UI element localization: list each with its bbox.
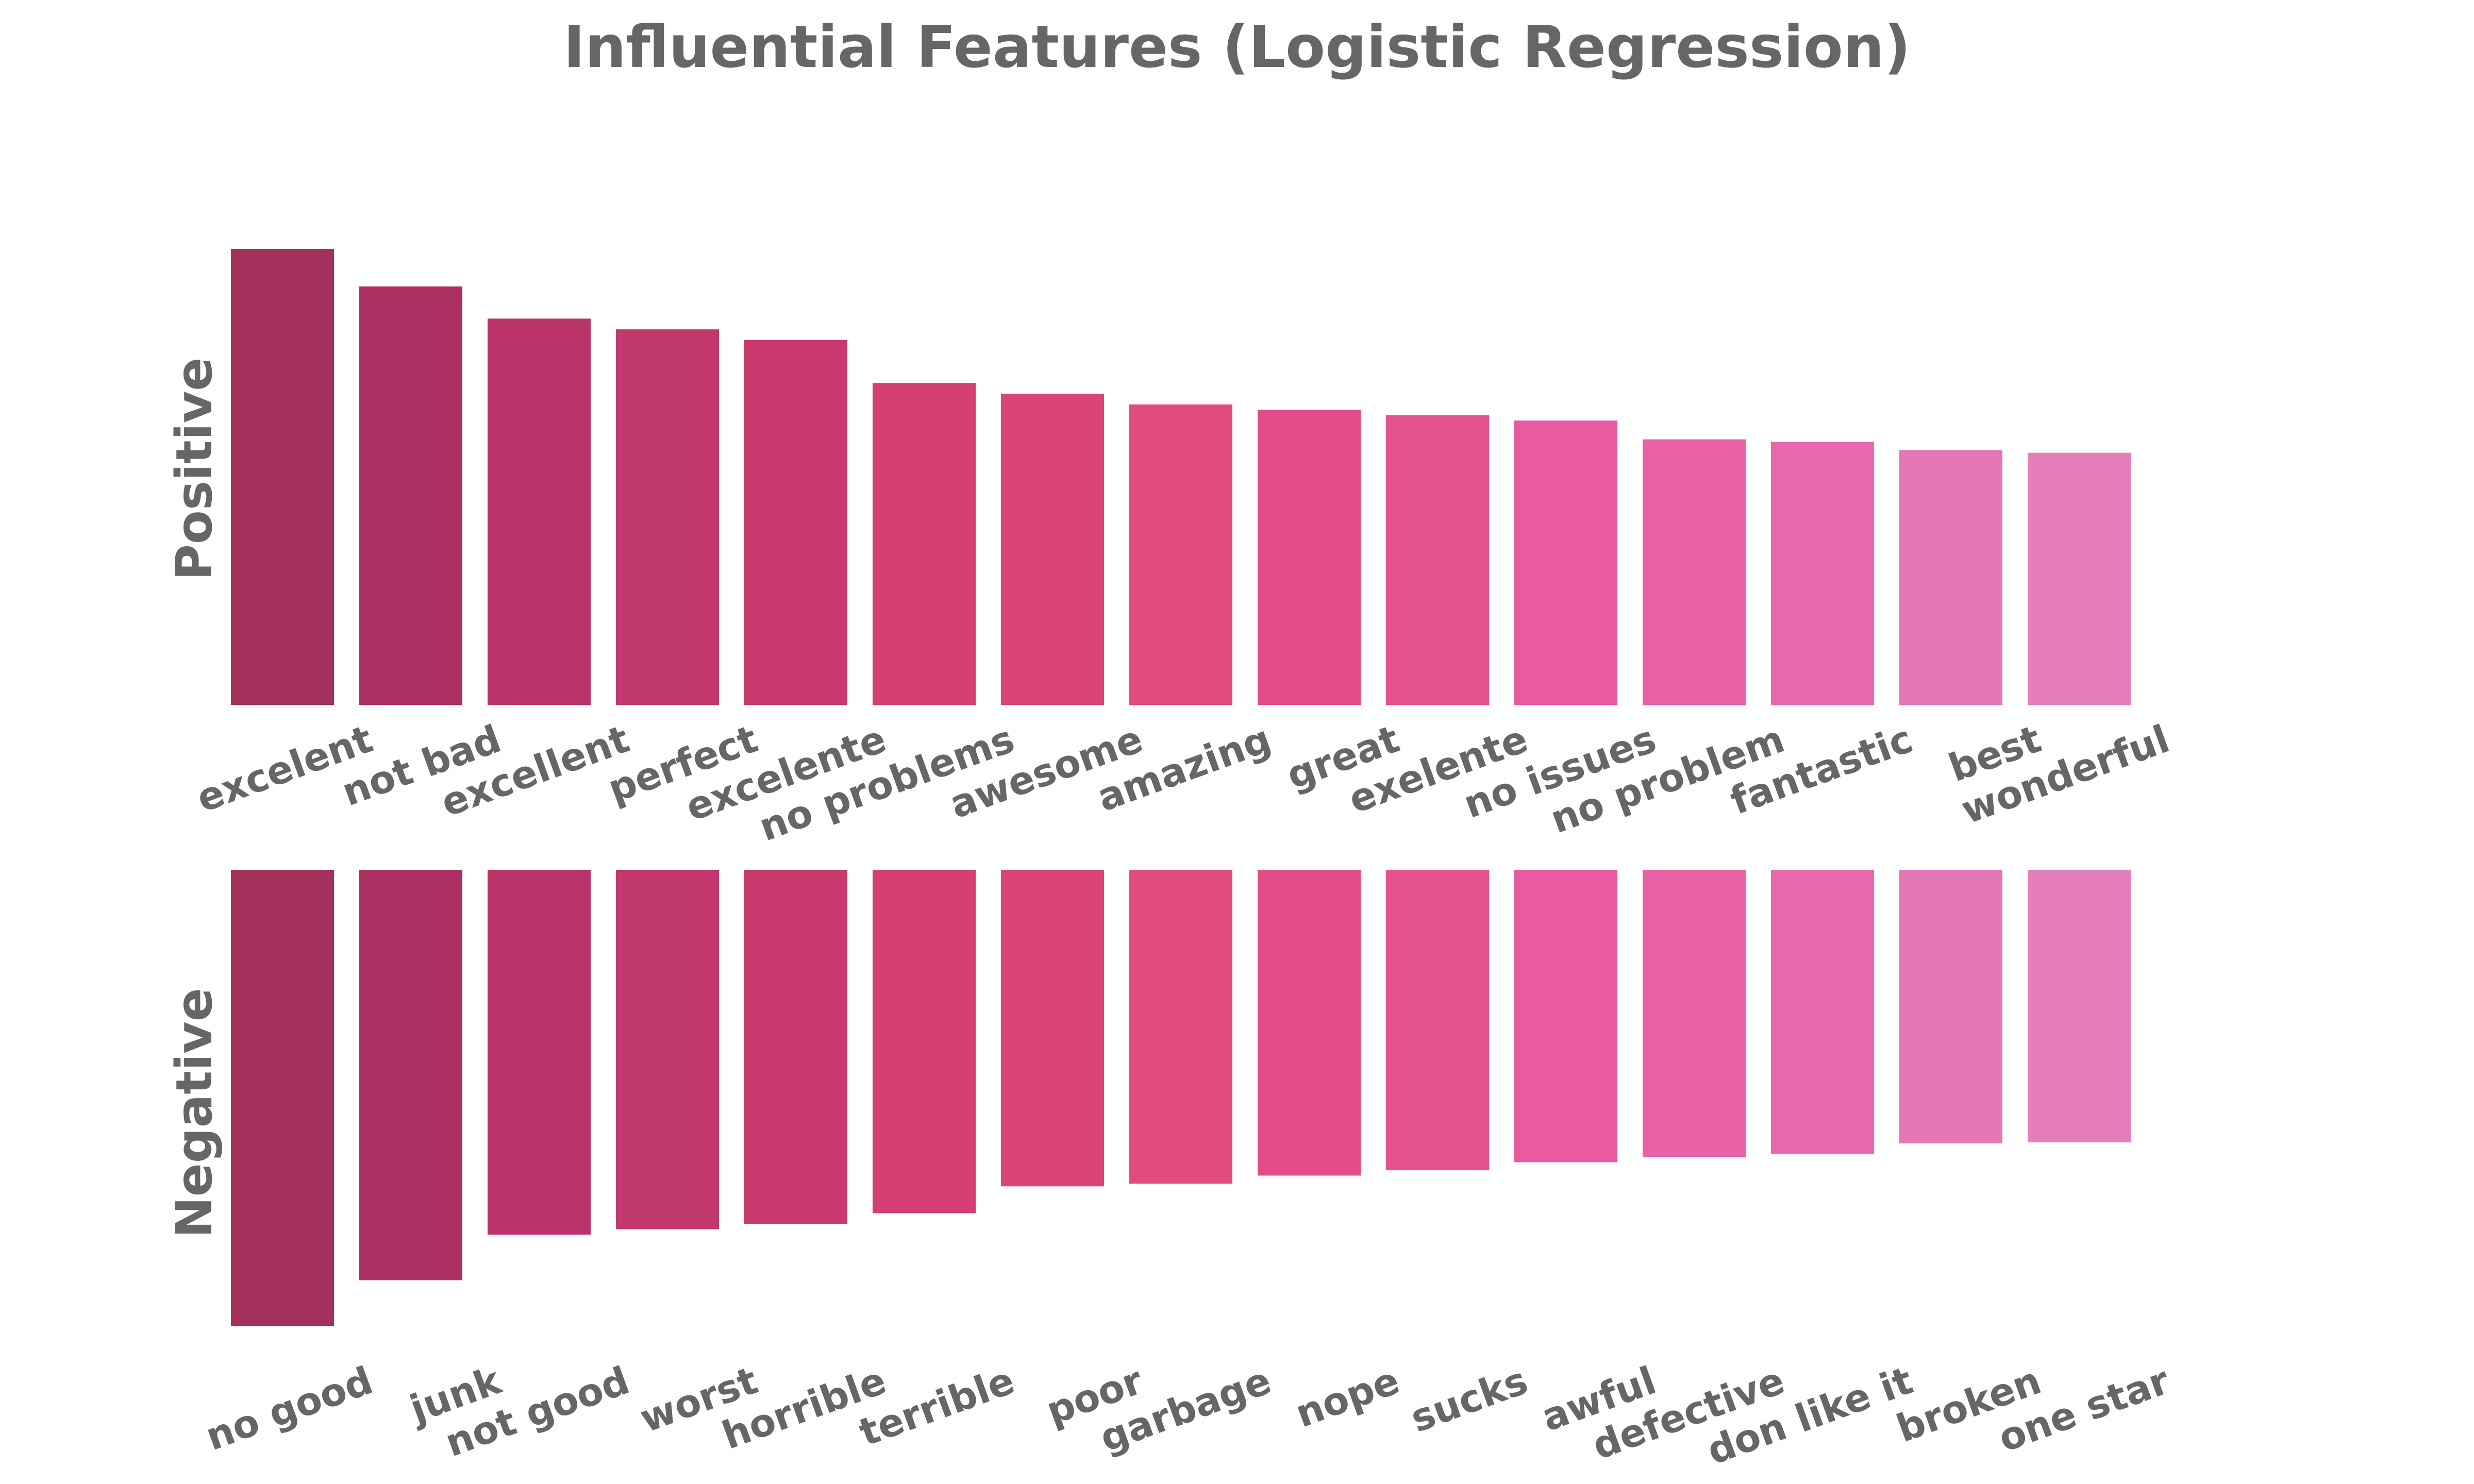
positive-bar-5: [744, 340, 847, 705]
negative-bar-12: [1643, 870, 1746, 1157]
negative-bar-7: [1001, 870, 1104, 1187]
negative-bar-10: [1386, 870, 1489, 1171]
negative-bar-14: [1899, 870, 2002, 1143]
negative-bar-4: [616, 870, 719, 1229]
negative-axis-label: Negative: [165, 988, 223, 1238]
negative-bar-13: [1771, 870, 1874, 1154]
positive-bar-10: [1386, 415, 1489, 705]
negative-bar-5: [744, 870, 847, 1224]
positive-bar-1: [231, 249, 334, 705]
negative-bar-2: [359, 870, 462, 1280]
positive-bar-9: [1258, 410, 1361, 705]
positive-bar-8: [1129, 404, 1232, 705]
positive-bar-3: [488, 318, 591, 705]
negative-bar-15: [2028, 870, 2131, 1142]
negative-tick-label-1: no good: [200, 1358, 378, 1459]
positive-bar-7: [1001, 394, 1104, 705]
positive-bar-12: [1643, 439, 1746, 705]
positive-bar-14: [1899, 450, 2002, 705]
negative-bar-3: [488, 870, 591, 1235]
positive-bar-2: [359, 286, 462, 705]
positive-bar-13: [1771, 442, 1874, 705]
positive-bar-15: [2028, 452, 2131, 705]
negative-bar-11: [1514, 870, 1617, 1162]
chart-title: Influential Features (Logistic Regressio…: [563, 14, 1911, 81]
positive-bar-4: [616, 329, 719, 705]
negative-bar-9: [1258, 870, 1361, 1176]
positive-bar-6: [873, 383, 976, 705]
positive-axis-label: Positive: [165, 358, 223, 581]
negative-tick-label-10: sucks: [1405, 1358, 1533, 1441]
negative-bar-8: [1129, 870, 1232, 1184]
positive-bar-11: [1514, 420, 1617, 705]
negative-bar-1: [231, 870, 334, 1326]
negative-bar-6: [873, 870, 976, 1213]
negative-tick-label-9: nope: [1290, 1358, 1406, 1437]
